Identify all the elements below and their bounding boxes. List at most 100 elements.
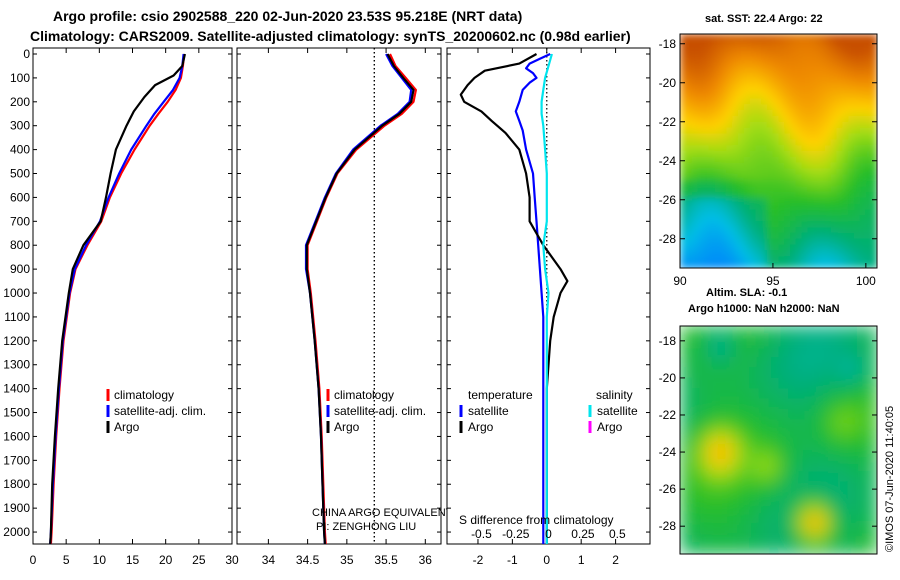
map-cell [865,63,872,70]
map-cell [766,250,774,257]
map-cell [737,232,745,240]
map-cell [801,174,809,181]
map-cell [871,151,877,158]
map-cell [824,51,832,58]
map-cell [813,203,820,211]
salinity-tick-label: -0.25 [502,527,530,541]
map-cell [685,45,693,53]
map-cell [824,238,832,246]
map-cell [859,110,867,117]
map-cell [859,238,867,246]
map-cell [680,51,687,58]
map-cell [708,110,716,117]
map-cell [726,250,733,257]
x-tick-label: 20 [159,553,173,567]
map-cell [720,168,727,175]
map-cell [837,471,849,483]
map-cell [708,215,716,222]
map-cell [691,98,698,105]
map-cell [737,34,745,41]
map-cell [697,197,704,205]
map-cell [743,221,751,228]
map-cell [761,145,768,152]
y-tick-label: 400 [10,143,30,157]
map-cell [732,63,739,70]
map-cell [859,262,867,268]
map-cell [761,69,768,76]
map-cell [766,51,774,58]
map-cell [732,69,739,76]
map-cell [830,139,838,146]
map-cell [857,377,868,389]
map-cell [772,244,780,252]
map-cell [808,398,819,410]
map-cell [708,227,716,234]
map-cell [865,104,872,111]
map-cell [714,191,722,199]
map-cell [830,244,838,252]
map-cell [709,398,720,410]
map-x-tick-label: 90 [673,274,687,288]
map-cell [801,209,809,216]
map-cell [790,69,797,76]
map-cell [836,74,843,82]
map-cell [795,209,803,216]
map-cell [795,57,803,64]
map-cell [807,244,814,252]
map-cell [737,110,745,117]
map-cell [848,133,855,140]
map-cell [865,51,872,58]
map-cell [719,377,730,389]
map-cell [790,63,797,70]
map-cell [778,63,785,70]
map-cell [737,227,745,234]
map-cell [739,388,750,400]
map-cell [784,180,791,187]
map-cell [836,197,843,205]
map-cell [807,227,814,234]
map-cell [813,215,820,222]
map-cell [743,63,751,70]
map-y-tick-label: -20 [659,371,677,385]
map-cell [720,92,727,99]
map-cell [859,104,867,111]
map-y-tick-label: -26 [659,193,677,207]
map-cell [865,45,872,53]
map-cell [795,34,803,41]
map-cell [790,227,797,234]
map-cell [680,191,687,199]
map-cell [739,357,750,369]
map-cell [749,133,756,140]
map-cell [865,238,872,246]
map-cell [827,377,839,389]
map-cell [807,191,814,199]
y-tick-label: 900 [10,262,30,276]
map-cell [768,481,780,493]
map-cell [732,57,739,64]
map-cell [703,104,710,111]
map-cell [830,74,838,82]
map-cell [778,133,785,140]
map-cell [703,57,710,64]
map-cell [807,197,814,205]
map-cell [853,232,861,240]
map-cell [819,174,826,181]
map-cell [691,127,698,135]
map-cell [709,388,720,400]
map-cell [813,133,820,140]
map-cell [719,471,730,483]
map-cell [847,502,858,514]
map-cell [772,51,780,58]
difference-x-ticks: -2 -1 0 1 2 [473,48,619,567]
map-cell [842,244,849,252]
map-cell [685,98,693,105]
map-cell [807,51,814,58]
map-cell [788,491,799,503]
map-cell [726,197,733,205]
map-cell [778,419,789,431]
map-cell [801,139,809,146]
map-cell [720,63,727,70]
map-cell [848,244,855,252]
map-cell [867,398,877,410]
map-cell [726,39,733,47]
